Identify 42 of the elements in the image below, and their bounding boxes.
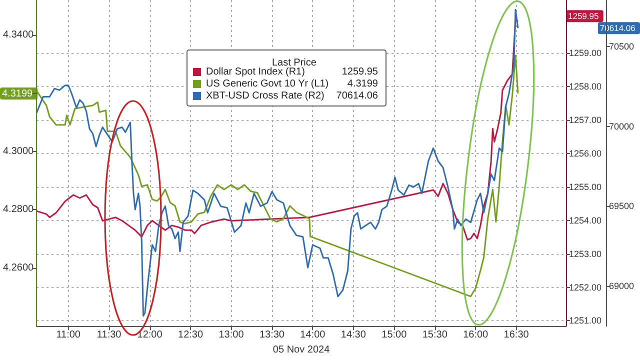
y2-tick-label: 1257.00 bbox=[569, 115, 602, 126]
y2-tick-label: 1255.00 bbox=[569, 182, 602, 192]
x-tick-label: 11:30 bbox=[96, 330, 122, 341]
x-tick-label: 12:30 bbox=[178, 330, 204, 341]
x-tick-label: 15:30 bbox=[422, 330, 448, 341]
x-tick-label: 12:00 bbox=[137, 330, 163, 341]
annotation: 70614.06 bbox=[336, 90, 378, 102]
text: 4.3199 bbox=[2, 88, 33, 100]
y3-tick-label: 70000 bbox=[609, 121, 634, 132]
line-series bbox=[36, 18, 519, 241]
x-tick-label: 11:00 bbox=[56, 330, 81, 341]
y-tick-label: 4.3400 bbox=[2, 29, 34, 40]
x-tick-label: 14:30 bbox=[340, 330, 366, 341]
legend-label: XBT-USD Cross Rate (R2) bbox=[206, 90, 324, 102]
y2-tick-label: 1253.00 bbox=[569, 248, 602, 259]
y3-tick-label: 70500 bbox=[609, 41, 634, 52]
y2-tick-label: 1252.00 bbox=[569, 282, 602, 292]
x-tick-label: 14:00 bbox=[300, 330, 326, 341]
x-tick-label: 16:30 bbox=[504, 330, 530, 341]
y2-tick-label: 1256.00 bbox=[569, 148, 602, 159]
y-tick-label: 4.3000 bbox=[2, 146, 34, 157]
legend-label: US Generic Govt 10 Yr (L1) bbox=[206, 78, 329, 90]
y-tick-label: 4.2600 bbox=[2, 262, 34, 274]
text: 70614.06 bbox=[600, 23, 636, 34]
y-tick-label: 4.2800 bbox=[2, 204, 34, 216]
x-tick-label: 13:30 bbox=[259, 330, 285, 341]
y2-tick-label: 1251.00 bbox=[569, 316, 602, 326]
x-tick-label: 16:00 bbox=[463, 330, 489, 341]
line-series bbox=[36, 8, 519, 317]
x-tick-label: 15:00 bbox=[382, 330, 408, 341]
x-axis-title: 05 Nov 2024 bbox=[272, 344, 330, 356]
text: 1259.95 bbox=[568, 11, 599, 22]
legend-label: Dollar Spot Index (R1) bbox=[206, 66, 305, 78]
annotation: 4.3199 bbox=[347, 78, 378, 90]
x-tick-label: 13:00 bbox=[218, 330, 244, 341]
y2-tick-label: 1259.00 bbox=[569, 48, 602, 58]
y2-tick-label: 1258.00 bbox=[569, 82, 602, 92]
y3-tick-label: 69000 bbox=[609, 281, 634, 292]
y2-tick-label: 1254.00 bbox=[569, 215, 602, 226]
annotation: 1259.95 bbox=[342, 66, 378, 78]
y3-tick-label: 69500 bbox=[609, 201, 634, 212]
legend-title: Last Price bbox=[272, 58, 317, 68]
